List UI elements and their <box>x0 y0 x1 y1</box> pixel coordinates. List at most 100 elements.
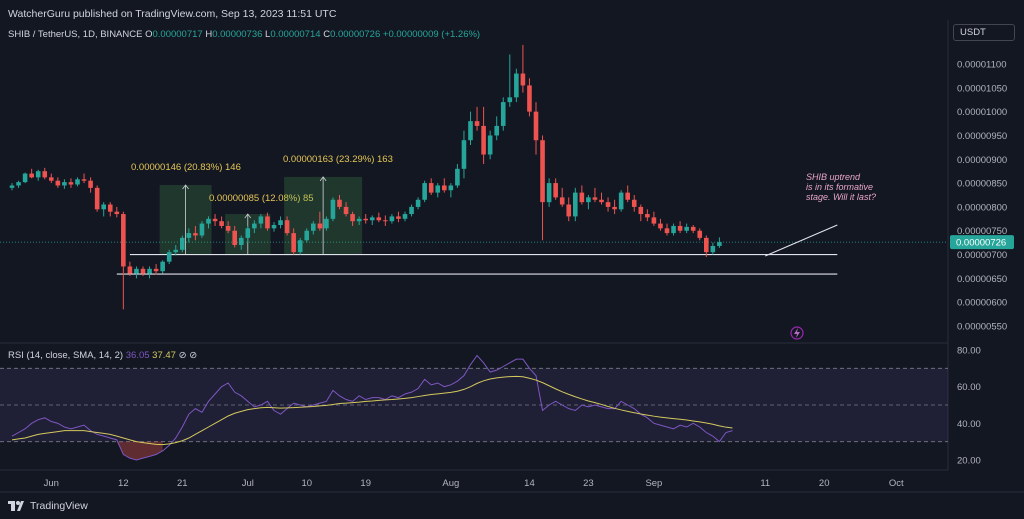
low-label: L <box>265 29 271 40</box>
candle-body <box>422 183 427 200</box>
range-measure-arrowhead <box>182 184 189 190</box>
candle-body <box>297 240 303 253</box>
candle-body <box>134 268 139 274</box>
candle-body <box>546 183 552 203</box>
tradingview-footer: TradingView <box>8 500 88 512</box>
candle-body <box>573 192 578 217</box>
candle-body <box>363 218 368 221</box>
time-tick-label: 14 <box>524 478 535 489</box>
rsi-value: 36.05 <box>125 350 150 361</box>
candle-body <box>324 218 329 229</box>
candle-body <box>81 179 87 181</box>
candle-body <box>448 185 454 191</box>
candle-body <box>376 217 382 221</box>
candle-body <box>455 168 460 186</box>
candle-body <box>75 179 80 185</box>
candle-body <box>147 268 152 274</box>
range-measure-arrowhead <box>244 213 252 219</box>
candle-body <box>140 268 146 274</box>
open-label: O <box>145 29 153 40</box>
time-tick-label: Aug <box>442 478 459 489</box>
candle-body <box>586 197 591 203</box>
last-price-label: 0.00000726 <box>956 238 1006 249</box>
candle-body <box>717 242 722 246</box>
currency-selector[interactable]: USDT <box>953 24 1015 41</box>
candle-body <box>704 237 709 253</box>
candle-body <box>592 197 598 200</box>
candle-body <box>9 185 15 188</box>
annotation-line: SHIB uptrend <box>806 172 861 182</box>
candle-body <box>219 221 224 226</box>
candle-body <box>212 218 218 222</box>
candle-body <box>114 211 120 215</box>
candle-body <box>206 218 211 224</box>
lightning-icon[interactable] <box>790 326 804 340</box>
candle-body <box>317 223 323 229</box>
candle-body <box>409 206 414 215</box>
time-tick-label: Oct <box>889 478 904 489</box>
price-tick-label: 0.00000850 <box>957 179 1007 190</box>
close-value: 0.00000726 <box>330 29 381 40</box>
candle-body <box>428 183 434 193</box>
candle-body <box>160 261 165 272</box>
candle-body <box>278 220 283 226</box>
candle-body <box>291 233 296 253</box>
tradingview-logo-icon <box>8 501 24 511</box>
candle-body <box>684 226 689 231</box>
candle-body <box>68 182 74 185</box>
candle-body <box>677 225 683 231</box>
rsi-tick-label: 80.00 <box>957 346 981 357</box>
candle-body <box>527 85 532 112</box>
candle-body <box>88 180 93 188</box>
rsi-line <box>11 354 733 461</box>
candle-body <box>520 73 526 86</box>
candle-body <box>245 228 251 238</box>
candle-body <box>22 173 28 183</box>
price-tick-label: 0.00000550 <box>957 322 1007 333</box>
rsi-label[interactable]: RSI (14, close, SMA, 14, 2) <box>8 350 124 361</box>
brand-name: TradingView <box>30 500 88 512</box>
annotation-line: stage. Will it last? <box>806 192 876 202</box>
price-tick-label: 0.00000700 <box>957 250 1007 261</box>
candle-body <box>284 220 290 234</box>
range-measure-label: 0.00000163 (23.29%) 163 <box>283 154 393 165</box>
candle-body <box>101 204 106 210</box>
eye-off-icon[interactable]: ⊘ <box>178 350 187 361</box>
range-measure-label: 0.00000146 (20.83%) 146 <box>131 162 241 173</box>
candle-body <box>121 214 126 267</box>
candle-body <box>579 192 585 203</box>
candle-body <box>271 225 277 229</box>
candle-body <box>193 233 198 236</box>
change-value: +0.00000009 (+1.26%) <box>382 29 481 40</box>
time-tick-label: 23 <box>583 478 594 489</box>
candle-body <box>690 226 696 231</box>
candle-body <box>153 268 159 272</box>
annotation-line: is in its formative <box>806 182 873 192</box>
low-value: 0.00000714 <box>270 29 321 40</box>
rsi-tick-label: 60.00 <box>957 382 981 393</box>
eye-off-icon[interactable]: ⊘ <box>189 350 198 361</box>
candle-body <box>442 185 447 191</box>
candle-body <box>107 204 113 212</box>
candle-body <box>29 173 34 178</box>
candle-body <box>625 192 630 200</box>
candle-body <box>612 206 617 210</box>
candle-body <box>173 249 179 253</box>
rsi-legend: RSI (14, close, SMA, 14, 2) 36.05 37.47 … <box>8 350 197 361</box>
symbol-label[interactable]: SHIB / TetherUS, 1D, BINANCE <box>8 29 143 40</box>
candle-body <box>500 102 506 126</box>
candle-body <box>265 216 270 229</box>
price-legend: SHIB / TetherUS, 1D, BINANCE O0.00000717… <box>8 29 480 40</box>
candle-body <box>461 140 467 169</box>
close-label: C <box>323 29 331 40</box>
rsi-tick-label: 40.00 <box>957 419 981 430</box>
candle-body <box>337 199 342 207</box>
candle-body <box>356 218 362 222</box>
time-tick-label: Sep <box>645 478 662 489</box>
range-measure-label: 0.00000085 (12.08%) 85 <box>209 193 314 204</box>
rsi-band-fill <box>0 368 948 442</box>
high-value: 0.00000736 <box>212 29 263 40</box>
candle-body <box>507 97 513 103</box>
candle-body <box>553 183 558 198</box>
